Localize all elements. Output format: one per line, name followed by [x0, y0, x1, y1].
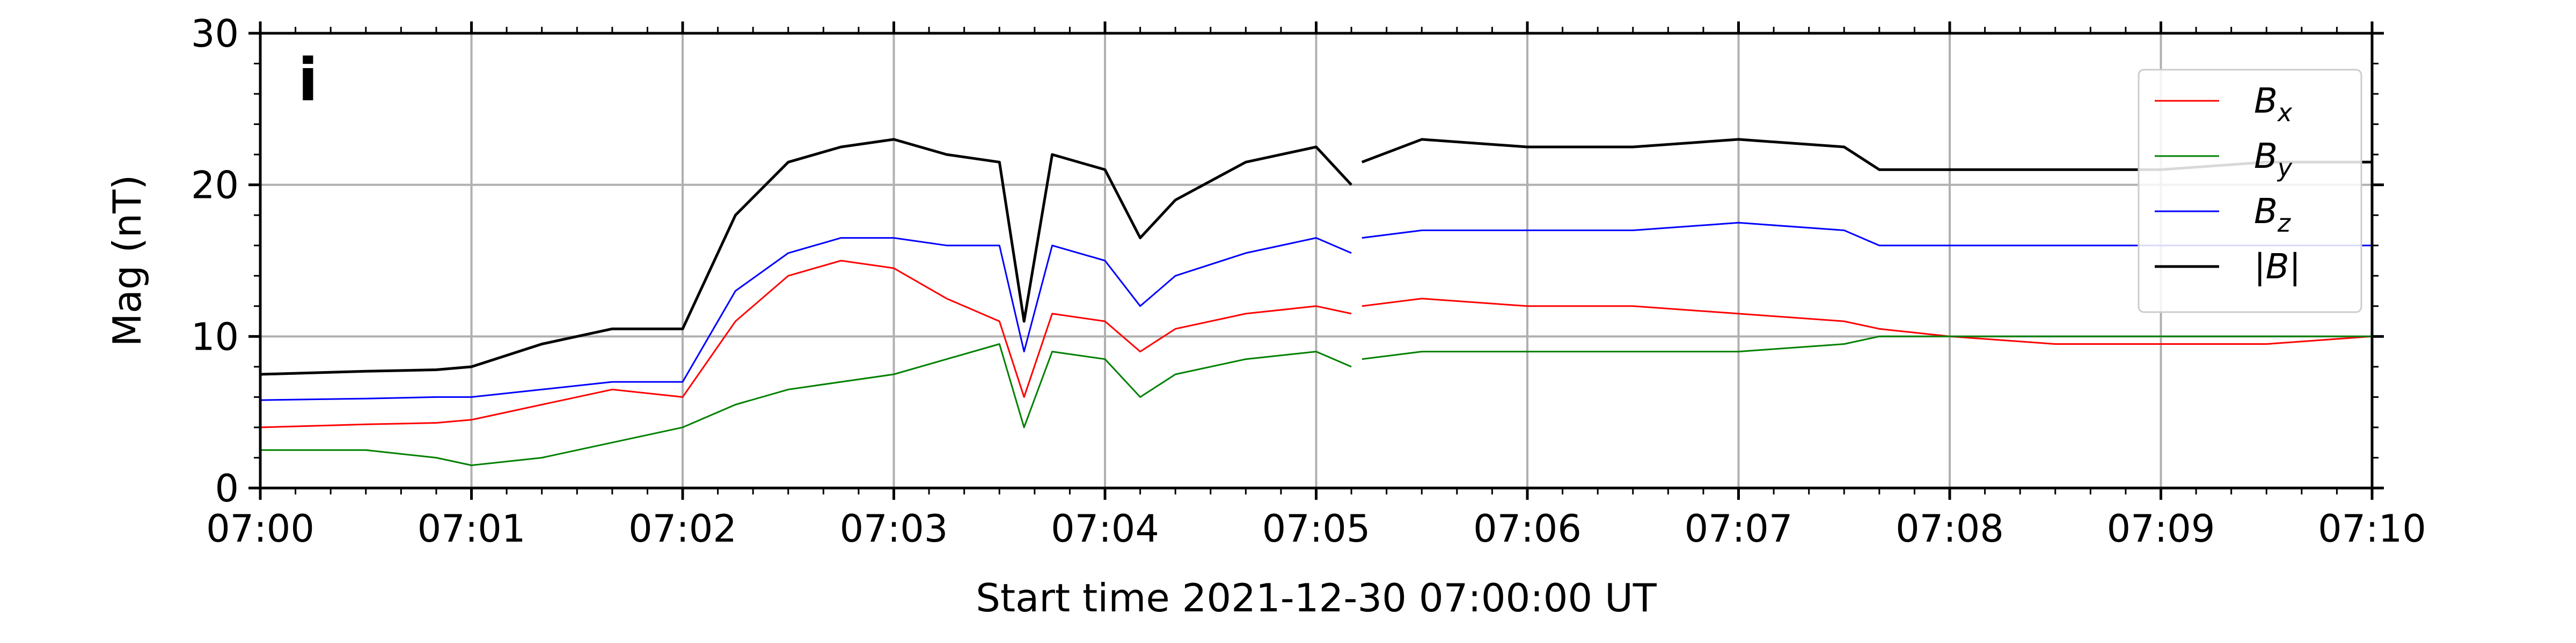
y-tick-label: 10 — [191, 315, 239, 359]
series-line — [260, 260, 1352, 428]
tick-labels: 07:00 07:01 07:02 07:03 07:04 07:05 07:06 07:07… — [191, 12, 2426, 551]
series-line — [260, 343, 1352, 467]
legend-label: |B| — [2254, 247, 2301, 287]
x-tick-label: 07:05 — [1262, 507, 1371, 551]
legend-label: Bx — [2254, 82, 2293, 127]
x-tick-label: 07:07 — [1685, 507, 1793, 551]
legend-box — [2138, 69, 2362, 313]
x-tick-label: 07:02 — [628, 507, 737, 551]
legend: Bx By Bz |B| — [2138, 69, 2362, 313]
x-tick-label: 07:04 — [1051, 507, 1159, 551]
series-line — [1362, 335, 2372, 360]
y-tick-label: 30 — [191, 12, 239, 56]
x-tick-label: 07:00 — [206, 507, 314, 551]
y-tick-label: 0 — [215, 467, 239, 511]
series-line — [1362, 298, 2373, 345]
y-axis-label: Mag (nT) — [105, 175, 150, 347]
x-axis-label: Start time 2021-12-30 07:00:00 UT — [976, 575, 1657, 620]
y-tick-label: 20 — [191, 164, 239, 208]
x-tick-label: 07:10 — [2318, 507, 2426, 551]
x-tick-label: 07:03 — [840, 507, 948, 551]
series-line — [260, 237, 1352, 401]
x-tick-label: 07:01 — [418, 507, 526, 551]
x-tick-label: 07:06 — [1473, 507, 1582, 551]
legend-label: Bz — [2254, 192, 2291, 238]
axis-ticks — [248, 21, 2384, 500]
x-tick-label: 07:09 — [2107, 507, 2215, 551]
series-line — [260, 138, 1352, 376]
panel-label: i — [298, 46, 318, 114]
x-tick-label: 07:08 — [1896, 507, 2004, 551]
legend-label: By — [2254, 137, 2293, 182]
